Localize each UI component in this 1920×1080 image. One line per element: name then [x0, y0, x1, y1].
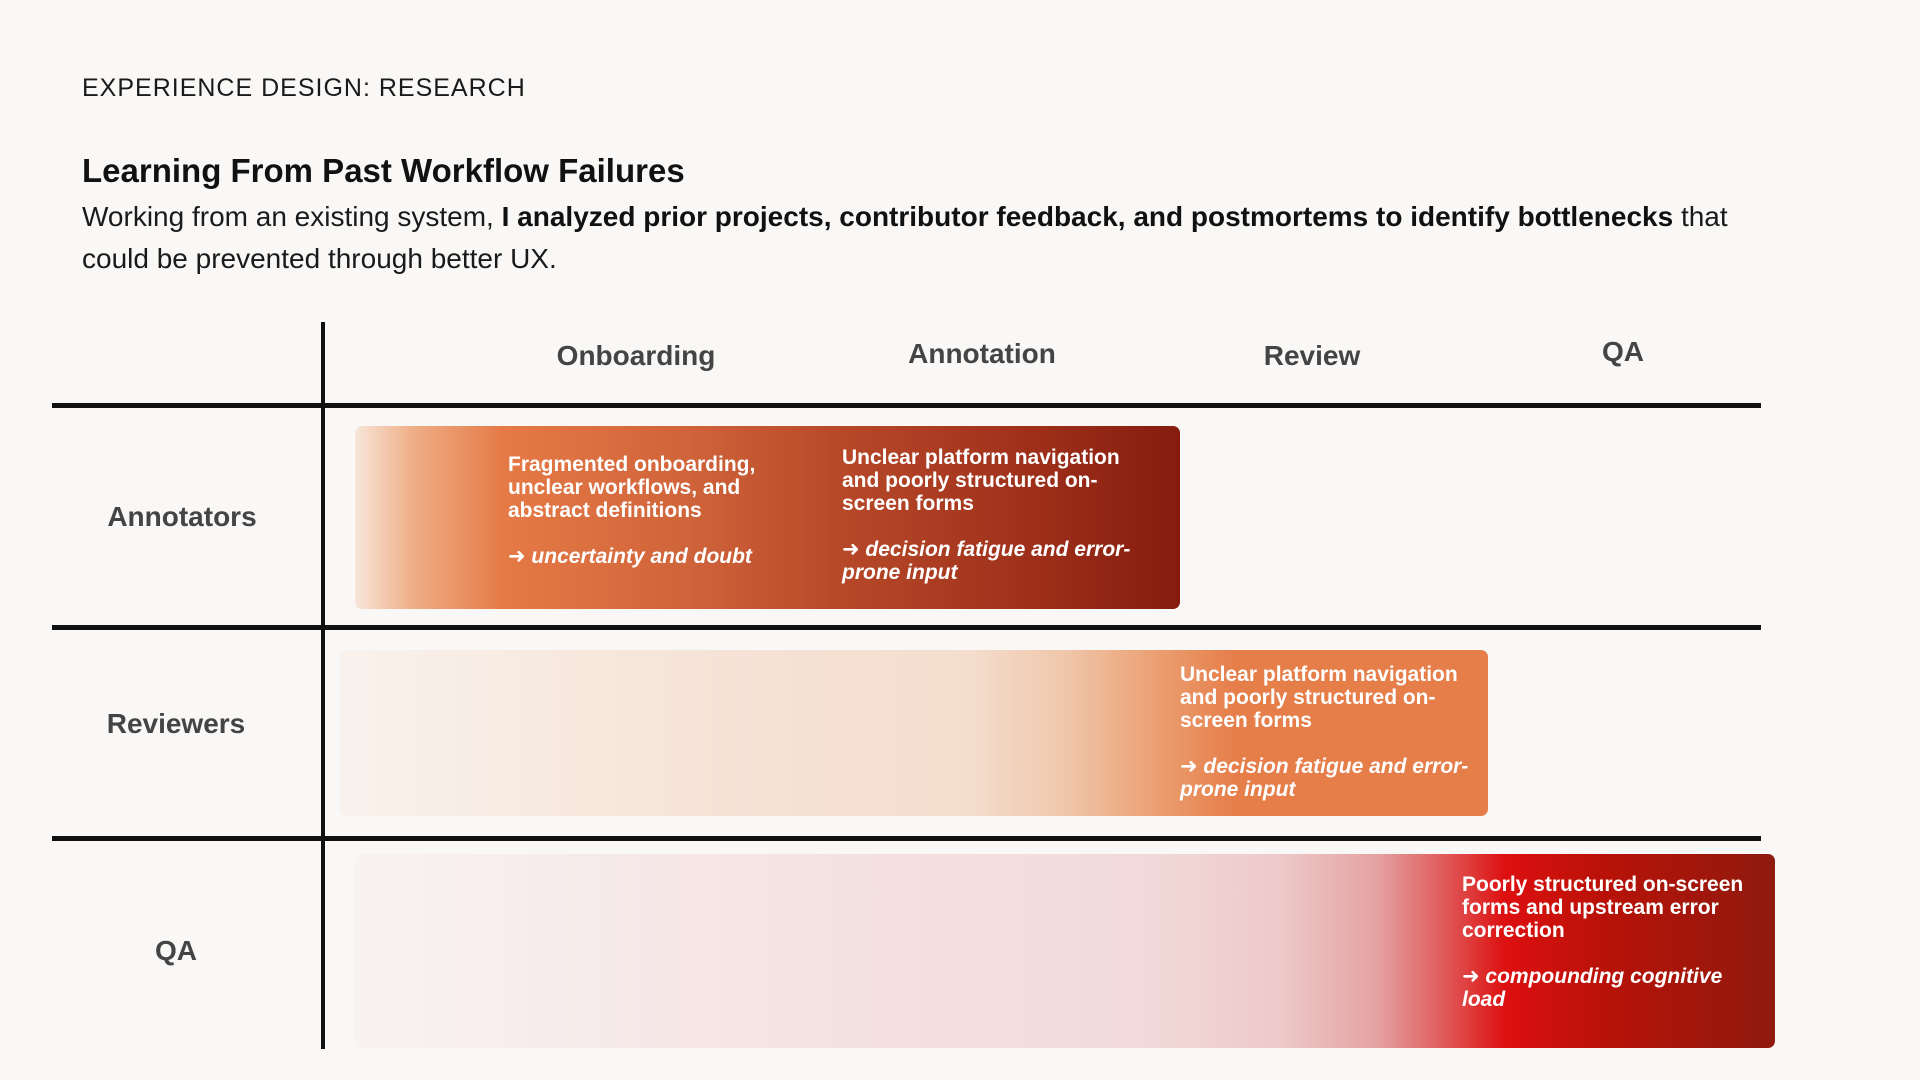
note-effect: ➜ decision fatigue and error-prone input [842, 538, 1131, 584]
note-annotators-annotation: Unclear platform navigation and poorly s… [842, 446, 1152, 584]
page-subtitle: Working from an existing system, I analy… [82, 196, 1782, 280]
note-effect: ➜ uncertainty and doubt [508, 545, 752, 568]
note-issue: Fragmented onboarding, unclear workflows… [508, 453, 756, 522]
row-header-annotators: Annotators [107, 501, 257, 532]
column-header-annotation: Annotation [908, 338, 1056, 369]
subtitle-tail: that could be prevented through better U… [82, 201, 1728, 274]
note-issue: Unclear platform navigation and poorly s… [1180, 663, 1458, 732]
note-qa-qa: Poorly structured on-screen forms and up… [1462, 873, 1762, 1011]
note-issue: Unclear platform navigation and poorly s… [842, 446, 1120, 515]
section-eyebrow: EXPERIENCE DESIGN: RESEARCH [82, 74, 526, 102]
matrix-header-divider [52, 403, 1761, 408]
matrix-vertical-divider [321, 322, 325, 1049]
note-effect: ➜ decision fatigue and error-prone input [1180, 755, 1469, 801]
column-header-qa: QA [1602, 336, 1644, 367]
column-header-review: Review [1263, 340, 1361, 371]
column-header-onboarding: Onboarding [556, 340, 716, 371]
row-header-reviewers: Reviewers [106, 708, 246, 739]
matrix-row-divider-1 [52, 625, 1761, 630]
qa-pain-band [355, 854, 1775, 1048]
note-annotators-onboarding: Fragmented onboarding, unclear workflows… [508, 453, 798, 568]
subtitle-lead: Working from an existing system, [82, 201, 502, 232]
subtitle-emphasis: I analyzed prior projects, contributor f… [501, 201, 1674, 232]
note-reviewers-review: Unclear platform navigation and poorly s… [1180, 663, 1480, 801]
note-effect: ➜ compounding cognitive load [1462, 965, 1723, 1011]
annotators-pain-band [355, 426, 1180, 609]
reviewers-pain-band [340, 650, 1488, 816]
note-issue: Poorly structured on-screen forms and up… [1462, 873, 1744, 942]
row-header-qa: QA [155, 935, 197, 966]
page-title: Learning From Past Workflow Failures [82, 152, 685, 189]
matrix-row-divider-2 [52, 836, 1761, 841]
